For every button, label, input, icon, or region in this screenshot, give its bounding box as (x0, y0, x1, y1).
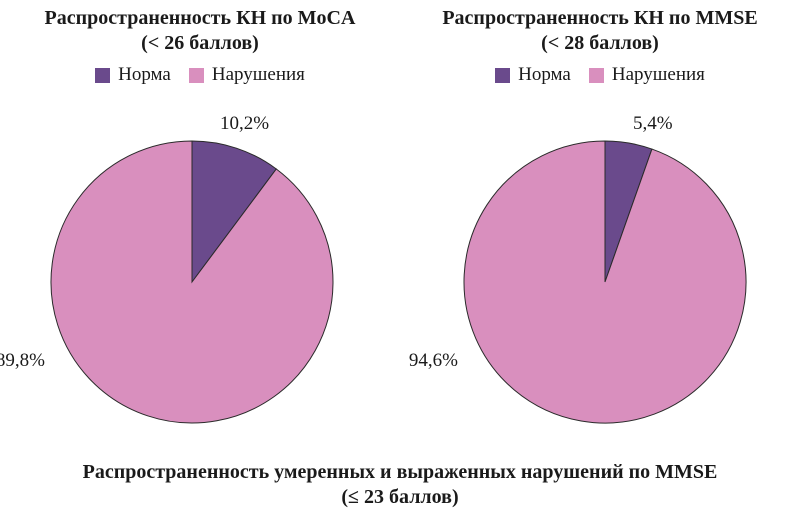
pie-svg: 10,2% 89,8% (0, 113, 334, 424)
chart-title: Распространенность КН по MoCA (< 26 балл… (0, 6, 400, 56)
mmse-pie-chart: Распространенность КН по MMSE (< 28 балл… (400, 0, 800, 450)
pie-slice-norm (191, 140, 277, 284)
chart-title: Распространенность КН по MMSE (< 28 балл… (400, 6, 800, 56)
pie-label-norm: 10,2% (220, 113, 269, 134)
chart-title-line1: Распространенность КН по MMSE (442, 7, 758, 29)
moca-pie-chart: Распространенность КН по MoCA (< 26 балл… (0, 0, 400, 450)
pie-label-norm: 5,4% (633, 113, 673, 134)
chart-subtitle: (< 26 баллов) (141, 32, 259, 54)
legend-item-violations: Нарушения (188, 64, 305, 86)
chart-subtitle: (< 28 баллов) (541, 32, 659, 54)
legend-label-norm: Норма (118, 64, 171, 85)
pie-label-violations: 89,8% (0, 350, 45, 371)
legend: Норма Нарушения (400, 64, 800, 86)
legend-item-norm: Норма (95, 64, 171, 86)
chart-title-line1: Распространенность КН по MoCA (44, 7, 356, 29)
legend: Норма Нарушения (0, 64, 400, 86)
legend-swatch-violations (188, 67, 204, 83)
legend-label-norm: Норма (518, 64, 571, 85)
bottom-title-line1: Распространенность умеренных и выраженны… (82, 461, 718, 483)
legend-label-violations: Нарушения (211, 64, 305, 85)
pie-slice-violations (463, 140, 747, 424)
pie-label-violations: 94,6% (409, 350, 458, 371)
pie-slice-violations (50, 140, 334, 424)
pie-svg: 5,4% 94,6% (409, 113, 747, 424)
legend-swatch-norm (495, 67, 511, 83)
legend-swatch-violations (588, 67, 604, 83)
legend-item-norm: Норма (495, 64, 571, 86)
bottom-title: Распространенность умеренных и выраженны… (0, 460, 800, 510)
bottom-title-line2: (≤ 23 баллов) (341, 486, 459, 508)
legend-swatch-norm (95, 67, 111, 83)
legend-label-violations: Нарушения (611, 64, 705, 85)
legend-item-violations: Нарушения (588, 64, 705, 86)
